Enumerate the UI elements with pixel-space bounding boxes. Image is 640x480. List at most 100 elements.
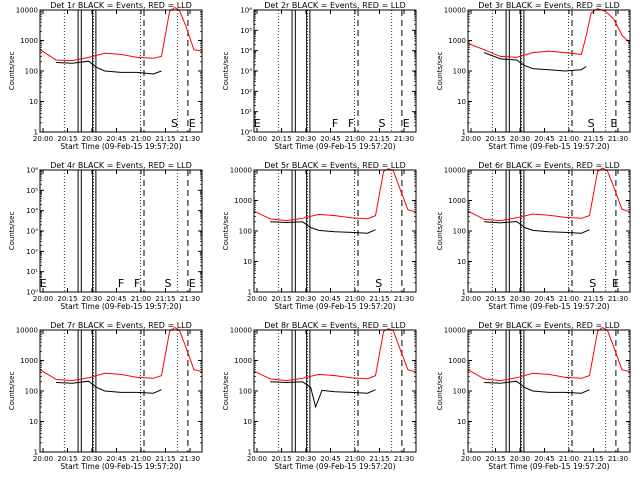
- x-tick-label: 20:45: [106, 135, 126, 143]
- det7r-xlabel: Start Time (09-Feb-15 19:57:20): [60, 462, 181, 471]
- y-tick-label: 1000: [448, 37, 466, 45]
- x-tick-label: 20:00: [461, 455, 481, 463]
- y-tick-label: 10000: [444, 327, 466, 335]
- y-tick-label: 1000: [234, 357, 252, 365]
- flag-f-1: F: [118, 277, 124, 290]
- det3r-events-line: [484, 52, 587, 72]
- flag-s-3: S: [164, 277, 171, 290]
- x-tick-label: 20:15: [485, 295, 505, 303]
- det5r-lld-line: [253, 168, 417, 222]
- det8r-ylabel: Counts/sec: [222, 372, 230, 411]
- x-tick-label: 20:00: [33, 295, 53, 303]
- det8r-events-line: [270, 381, 376, 409]
- y-tick-label: 10: [29, 418, 38, 426]
- x-tick-label: 20:45: [106, 455, 126, 463]
- det6r-lld-line: [467, 167, 631, 222]
- det7r-lld-line: [39, 327, 203, 382]
- y-tick-label: 100: [239, 388, 252, 396]
- y-tick-label: 10⁶: [240, 7, 252, 15]
- x-tick-label: 21:00: [131, 295, 151, 303]
- x-tick-label: 21:00: [131, 455, 151, 463]
- x-tick-label: 21:15: [369, 295, 389, 303]
- x-tick-label: 20:30: [82, 455, 102, 463]
- flag-s-0: S: [588, 117, 595, 130]
- x-tick-label: 21:00: [345, 135, 365, 143]
- det1r-panel: Det 1r BLACK = Events, RED = LLD S E 1 10 100…: [8, 1, 203, 151]
- x-tick-label: 21:30: [608, 455, 628, 463]
- x-tick-label: 20:30: [510, 295, 530, 303]
- y-tick-label: 10000: [16, 7, 38, 15]
- det4r-title: Det 4r BLACK = Events, RED = LLD: [50, 161, 192, 170]
- det6r-ylabel: Counts/sec: [436, 212, 444, 251]
- y-tick-label: 1: [248, 449, 252, 457]
- y-tick-label: 100: [239, 228, 252, 236]
- x-tick-label: 20:45: [534, 295, 554, 303]
- det9r-lld-line: [467, 327, 631, 382]
- y-tick-label: 10: [243, 418, 252, 426]
- flag-e-0: E: [40, 277, 47, 290]
- y-tick-label: 10: [243, 258, 252, 266]
- det5r-xlabel: Start Time (09-Feb-15 19:57:20): [274, 302, 395, 311]
- x-tick-label: 20:45: [534, 455, 554, 463]
- y-tick-label: 100: [25, 388, 38, 396]
- det7r-ylabel: Counts/sec: [8, 372, 16, 411]
- det3r-xlabel: Start Time (09-Feb-15 19:57:20): [488, 142, 609, 151]
- det5r-panel: Det 5r BLACK = Events, RED = LLD S 1 10 100 1…: [222, 161, 417, 311]
- x-tick-label: 20:15: [271, 295, 291, 303]
- y-tick-label: 10¹: [26, 268, 38, 276]
- x-tick-label: 20:30: [296, 295, 316, 303]
- x-tick-label: 21:15: [369, 135, 389, 143]
- det8r-lld-line: [253, 328, 417, 382]
- det5r-events-line: [270, 221, 376, 234]
- y-tick-label: 10000: [230, 327, 252, 335]
- x-tick-label: 21:00: [559, 295, 579, 303]
- x-tick-label: 21:15: [155, 295, 175, 303]
- y-tick-label: 10⁰: [240, 129, 252, 137]
- y-tick-label: 1000: [20, 357, 38, 365]
- det8r-title: Det 8r BLACK = Events, RED = LLD: [264, 321, 406, 330]
- det7r-events-line: [56, 380, 162, 394]
- x-tick-label: 20:00: [247, 455, 267, 463]
- det7r-title: Det 7r BLACK = Events, RED = LLD: [50, 321, 192, 330]
- det8r-panel: Det 8r BLACK = Events, RED = LLD 1 10 100 10…: [222, 321, 417, 471]
- y-tick-label: 10⁵: [240, 27, 252, 35]
- flag-s-3: S: [378, 117, 385, 130]
- det3r-title: Det 3r BLACK = Events, RED = LLD: [478, 1, 620, 10]
- flag-s-0: S: [589, 277, 596, 290]
- flag-e-0: E: [254, 117, 261, 130]
- det2r-ylabel: Counts/sec: [222, 52, 230, 91]
- x-tick-label: 21:15: [583, 135, 603, 143]
- x-tick-label: 20:00: [247, 135, 267, 143]
- y-tick-label: 1: [462, 129, 466, 137]
- x-tick-label: 20:15: [271, 135, 291, 143]
- x-tick-label: 21:15: [583, 295, 603, 303]
- det1r-lld-line: [39, 7, 203, 62]
- x-tick-label: 20:00: [33, 455, 53, 463]
- flag-s-0: S: [375, 277, 382, 290]
- y-tick-label: 10: [29, 98, 38, 106]
- det1r-xlabel: Start Time (09-Feb-15 19:57:20): [60, 142, 181, 151]
- y-tick-label: 10000: [444, 167, 466, 175]
- y-tick-label: 10³: [26, 228, 38, 236]
- det5r-ylabel: Counts/sec: [222, 212, 230, 251]
- det3r-panel: Det 3r BLACK = Events, RED = LLD S E 1 10 100…: [436, 1, 631, 151]
- x-tick-label: 21:30: [608, 295, 628, 303]
- y-tick-label: 10000: [444, 7, 466, 15]
- x-tick-label: 20:15: [485, 455, 505, 463]
- y-tick-label: 1000: [448, 197, 466, 205]
- flag-f-2: F: [134, 277, 140, 290]
- x-tick-label: 20:15: [485, 135, 505, 143]
- det1r-title: Det 1r BLACK = Events, RED = LLD: [50, 1, 192, 10]
- x-tick-label: 21:00: [345, 295, 365, 303]
- det9r-ylabel: Counts/sec: [436, 372, 444, 411]
- y-tick-label: 10⁶: [26, 167, 38, 175]
- x-tick-label: 20:30: [296, 455, 316, 463]
- y-tick-label: 10²: [240, 88, 252, 96]
- det9r-xlabel: Start Time (09-Feb-15 19:57:20): [488, 462, 609, 471]
- x-tick-label: 20:00: [461, 295, 481, 303]
- det9r-title: Det 9r BLACK = Events, RED = LLD: [478, 321, 620, 330]
- x-tick-label: 20:30: [82, 295, 102, 303]
- x-tick-label: 21:30: [180, 295, 200, 303]
